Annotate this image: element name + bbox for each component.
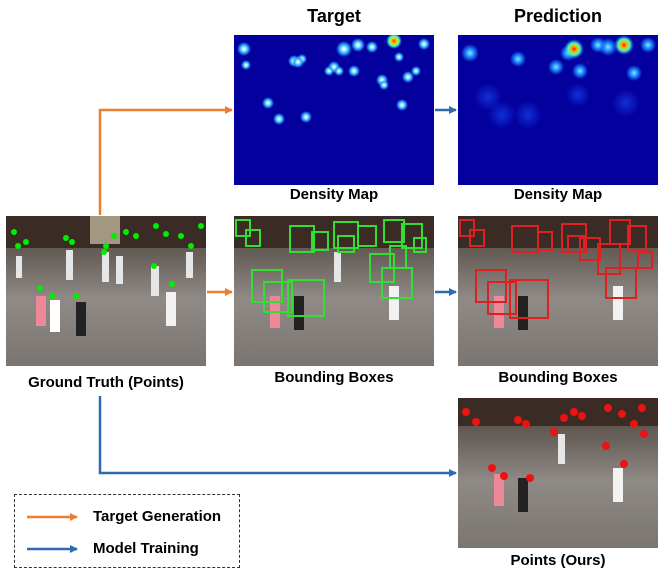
points-ours-caption: Points (Ours) xyxy=(510,552,606,569)
legend: Target Generation Model Training xyxy=(14,494,240,568)
prediction-column-title: Prediction xyxy=(513,6,602,26)
arrow-gt-to-points xyxy=(98,396,457,477)
predicted-points-image xyxy=(458,398,658,548)
pred-density-caption: Density Map xyxy=(513,186,603,203)
legend-target-generation: Target Generation xyxy=(93,508,222,525)
arrow-gt-to-target-density xyxy=(98,106,233,215)
target-density-map xyxy=(234,35,434,185)
ground-truth-image xyxy=(6,216,206,366)
target-bounding-boxes-image xyxy=(234,216,434,366)
ground-truth-caption: Ground Truth (Points) xyxy=(28,374,184,391)
legend-model-training: Model Training xyxy=(93,540,199,557)
predicted-bounding-boxes-image xyxy=(458,216,658,366)
target-density-caption: Density Map xyxy=(289,186,379,203)
pred-boxes-caption: Bounding Boxes xyxy=(498,369,618,386)
target-column-title: Target xyxy=(307,6,361,26)
predicted-density-map xyxy=(458,35,658,185)
target-boxes-caption: Bounding Boxes xyxy=(274,369,394,386)
